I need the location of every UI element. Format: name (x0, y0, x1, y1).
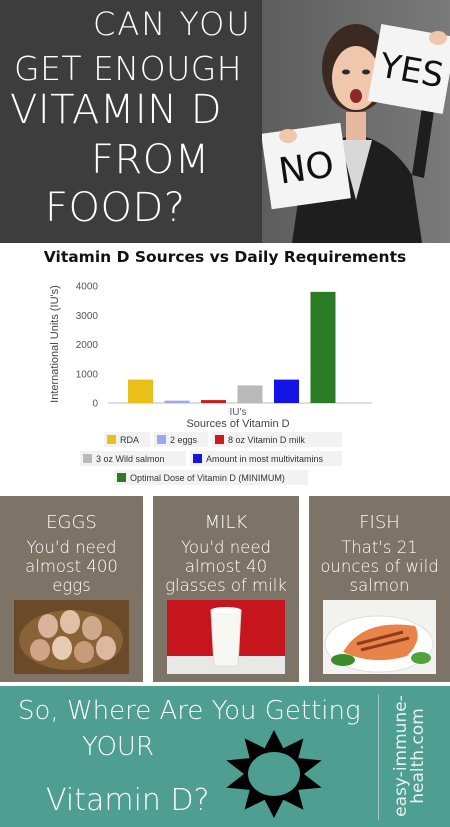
eggs-text-line-3: eggs (52, 576, 91, 595)
legend-label-4: Amount in most multivitamins (206, 454, 324, 464)
woman-with-signs-photo: YES NO (261, 0, 450, 243)
x-axis-label: Sources of Vitamin D (186, 418, 289, 430)
legend-swatch-1 (157, 435, 166, 444)
legend-item-1: 2 eggs (154, 432, 208, 447)
eggs-basket-image (14, 600, 129, 674)
header-banner: CAN YOU GET ENOUGH VITAMIN D FROM FOOD? (0, 0, 450, 243)
y-tick-label-2: 2000 (76, 340, 99, 351)
legend-label-1: 2 eggs (170, 435, 198, 445)
bar-4 (274, 379, 299, 403)
bar-0 (128, 379, 153, 403)
website-url-line-2: health.com (408, 708, 428, 804)
milk-panel-text: You'd need almost 40 glasses of milk (157, 538, 295, 595)
legend-item-4: Amount in most multivitamins (190, 451, 342, 466)
legend-item-0: RDA (104, 432, 150, 447)
eggs-panel-text: You'd need almost 400 eggs (4, 538, 139, 595)
bar-1 (164, 400, 190, 403)
website-divider (378, 694, 435, 820)
y-axis-label: International Units (IU's) (49, 285, 61, 403)
legend-swatch-5 (117, 473, 126, 482)
fish-panel-title: FISH (359, 512, 400, 533)
footer-line-1: So, Where Are You Getting (18, 696, 361, 726)
legend-item-bg-4 (190, 451, 342, 466)
legend-swatch-2 (215, 435, 224, 444)
woman-illustration: YES NO (261, 23, 450, 243)
milk-glass-image (167, 600, 285, 674)
legend-label-2: 8 oz Vitamin D milk (228, 435, 305, 445)
legend-label-5: Optimal Dose of Vitamin D (MINIMUM) (130, 473, 285, 483)
fish-panel-text: That's 21 ounces of wild salmon (313, 538, 446, 595)
fish-panel: FISH That's 21 ounces of wild salmon (309, 496, 450, 682)
headline-line-2: GET ENOUGH (14, 49, 243, 88)
legend-item-2: 8 oz Vitamin D milk (212, 432, 342, 447)
eggs-panel-title: EGGS (46, 512, 97, 533)
footer-line-3: Vitamin D? (46, 783, 210, 818)
legend-item-bg-3 (80, 451, 186, 466)
legend-item-3: 3 oz Wild salmon (80, 451, 186, 466)
milk-text-line-2: almost 40 (184, 557, 268, 576)
footer-banner: So, Where Are You Getting YOUR Vitamin D… (0, 686, 450, 827)
milk-panel-title: MILK (204, 512, 248, 533)
y-tick-label-3: 3000 (76, 311, 99, 322)
fish-text-line-2: ounces of wild (320, 557, 439, 576)
website-url: easy-immune- health.com (391, 695, 428, 817)
legend-item-bg-1 (154, 432, 208, 447)
sun-icon (226, 730, 322, 818)
headline-line-3: VITAMIN D (10, 87, 223, 133)
salmon-dish-image (323, 600, 436, 674)
y-tick-label-0: 0 (92, 399, 98, 410)
bar-5 (310, 291, 336, 403)
headline-line-5: FOOD? (45, 185, 186, 231)
footer-line-2: YOUR (82, 732, 155, 762)
food-panels: EGGS You'd need almost 400 eggs MILK You… (0, 496, 450, 684)
y-tick-label-1: 1000 (76, 369, 99, 380)
legend-swatch-3 (83, 454, 92, 463)
eggs-text-line-2: almost 400 (25, 557, 118, 576)
bar-3 (237, 385, 263, 403)
vitamin-d-bar-chart: 0 1000 2000 3000 4000 International Units (I… (49, 282, 372, 485)
bar-2 (201, 400, 226, 403)
legend-label-0: RDA (120, 435, 139, 445)
milk-text-line-3: glasses of milk (165, 576, 287, 595)
y-axis-ticks: 0 1000 2000 3000 4000 (76, 282, 99, 410)
legend-swatch-4 (193, 454, 202, 463)
no-sign-text: NO (276, 144, 336, 192)
bars-group (128, 291, 336, 403)
headline-line-4: FROM (91, 137, 210, 183)
yes-sign: YES (367, 23, 450, 115)
legend-swatch-0 (107, 435, 116, 444)
headline-line-1: CAN YOU (93, 5, 252, 43)
fish-text-line-1: That's 21 (341, 538, 418, 557)
fish-text-line-3: salmon (349, 576, 410, 595)
legend-item-bg-2 (212, 432, 342, 447)
y-tick-label-4: 4000 (76, 282, 99, 293)
milk-text-line-1: You'd need (181, 538, 271, 557)
eggs-text-line-1: You'd need (26, 538, 117, 557)
milk-panel: MILK You'd need almost 40 glasses of mil… (153, 496, 299, 682)
chart-legend: RDA 2 eggs 8 oz Vitamin D milk 3 oz Wild sa… (80, 432, 342, 485)
chart-title: Vitamin D Sources vs Daily Requirements (43, 248, 407, 266)
legend-label-3: 3 oz Wild salmon (96, 454, 165, 464)
no-sign: NO (261, 122, 351, 210)
legend-item-5: Optimal Dose of Vitamin D (MINIMUM) (114, 470, 308, 485)
x-tick-label: IU's (230, 407, 247, 418)
legend-item-bg-5 (114, 470, 308, 485)
eggs-panel: EGGS You'd need almost 400 eggs (0, 496, 143, 682)
